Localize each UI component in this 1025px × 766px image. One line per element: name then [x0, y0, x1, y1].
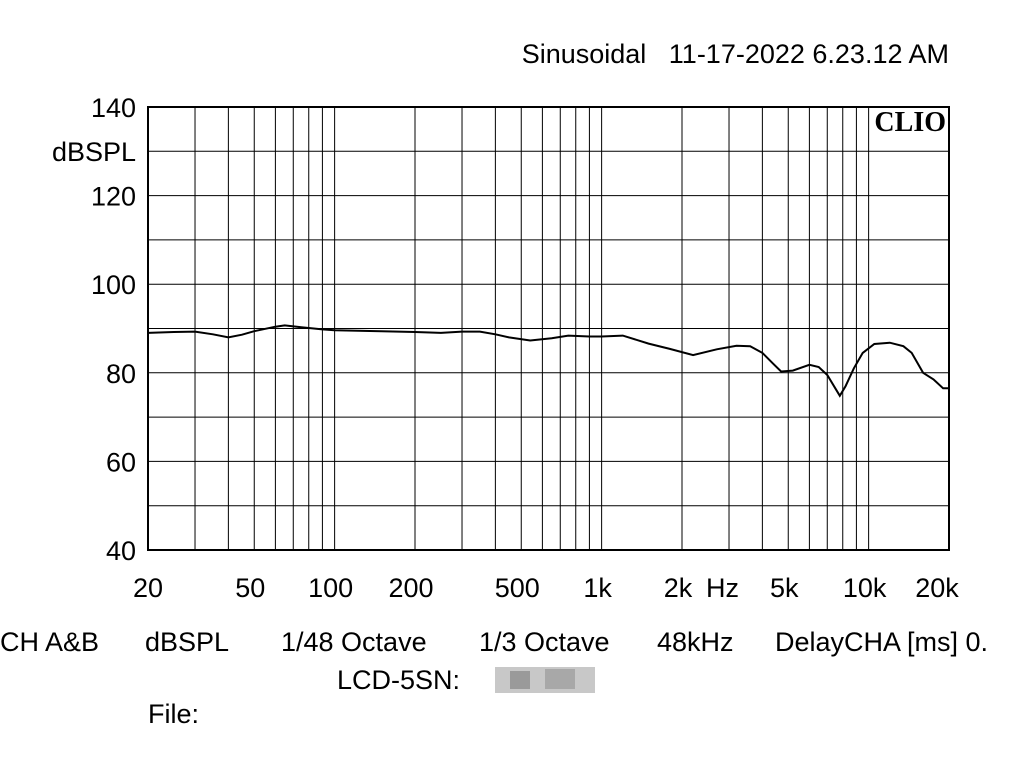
- x-tick-label: 1k: [583, 573, 612, 603]
- y-tick-label: 100: [91, 270, 136, 300]
- x-tick-label: 500: [495, 573, 540, 603]
- x-unit-label: Hz: [706, 573, 739, 603]
- footer-item: 48kHz: [657, 627, 734, 657]
- footer-item: CH A&B: [0, 627, 99, 657]
- footer-item: dBSPL: [145, 627, 229, 657]
- y-tick-label: 60: [106, 447, 136, 477]
- y-tick-label: 80: [106, 359, 136, 389]
- blurred-serial: [510, 671, 530, 689]
- x-tick-label: 50: [235, 573, 265, 603]
- data-line: [148, 324, 949, 398]
- footer-item: DelayCHA [ms] 0.: [775, 627, 988, 657]
- x-tick-label: 20: [133, 573, 163, 603]
- device-label: LCD-5SN:: [337, 665, 460, 695]
- plot-frame: [147, 106, 950, 551]
- x-tick-label: 200: [388, 573, 433, 603]
- x-tick-label: 20k: [915, 573, 959, 603]
- y-tick-label: 40: [106, 536, 136, 566]
- x-tick-label: 2k: [664, 573, 693, 603]
- y-axis-label: dBSPL: [52, 137, 136, 167]
- blurred-serial: [545, 669, 575, 689]
- footer-item: 1/3 Octave: [479, 627, 610, 657]
- footer-item: 1/48 Octave: [281, 627, 427, 657]
- file-label: File:: [148, 699, 199, 729]
- logo: CLIO: [874, 107, 946, 138]
- x-tick-label: 10k: [843, 573, 887, 603]
- x-tick-label: 5k: [770, 573, 799, 603]
- y-tick-label: 140: [91, 93, 136, 123]
- y-tick-label: 120: [91, 182, 136, 212]
- x-tick-label: 100: [308, 573, 353, 603]
- chart-title: Sinusoidal 11-17-2022 6.23.12 AM: [522, 39, 949, 69]
